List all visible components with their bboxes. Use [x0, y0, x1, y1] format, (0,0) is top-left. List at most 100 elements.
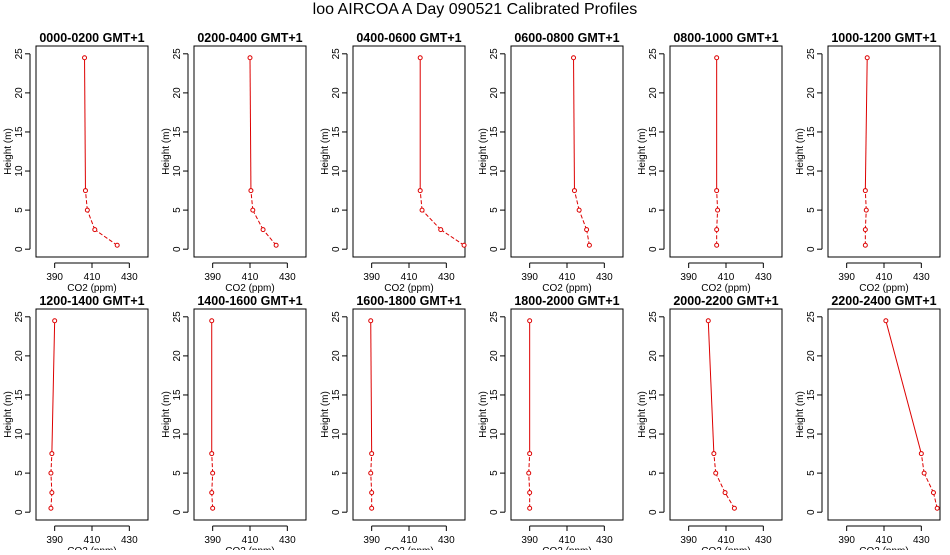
panel-7-point-0 — [210, 505, 216, 511]
panel-8-y-tick-label-1: 5 — [331, 470, 342, 476]
panel-0-profile-segment-2 — [84, 190, 88, 211]
panel-11-profile-segment-2 — [920, 453, 925, 474]
panel-9-point-3 — [527, 451, 533, 457]
panel-7-frame — [193, 308, 307, 521]
panel-6-y-tick-label-5: 25 — [14, 311, 25, 323]
panel-5-profile-segment-1 — [864, 210, 867, 230]
panel-6-title: 1200-1400 GMT+1 — [39, 294, 144, 308]
panel-0-point-2 — [84, 207, 90, 213]
panel-11-point-2 — [921, 470, 927, 476]
panel-0-profile-segment-3 — [84, 57, 86, 191]
panel-1-y-tick-label-3: 15 — [172, 126, 183, 138]
panel-11-y-tick-label-1: 5 — [806, 470, 817, 476]
panel-5-x-tick-label-1: 410 — [876, 272, 893, 283]
panel-1-x-tick-label-2: 430 — [279, 272, 296, 283]
panel-4-point-2 — [715, 207, 721, 213]
panel-11-y-tick-label-5: 25 — [806, 311, 817, 323]
panel-6-profile-segment-3 — [51, 320, 56, 454]
figure-title: loo AIRCOA A Day 090521 Calibrated Profi… — [312, 1, 638, 18]
panel-9-x-tick-label-1: 410 — [559, 535, 576, 546]
panel-0-point-1 — [92, 227, 98, 233]
panel-7-x-axis-label: CO2 (ppm) — [225, 546, 274, 550]
panel-2-y-axis-label: Height (m) — [320, 128, 331, 175]
panel-8-point-2 — [368, 470, 374, 476]
panel-3-profile-segment-2 — [573, 190, 580, 211]
panel-5-profile-segment-2 — [864, 190, 867, 211]
panel-2-x-tick-label-0: 390 — [363, 272, 380, 283]
panel-4-profile-segment-1 — [716, 210, 719, 230]
panel-2-profile-segment-1 — [421, 209, 442, 230]
panel-2-y-tick-label-0: 0 — [331, 246, 342, 252]
panel-6-x-tick-label-1: 410 — [84, 535, 101, 546]
panel-11-y-tick-label-3: 15 — [806, 389, 817, 401]
panel-5-profile-segment-3 — [864, 57, 868, 191]
panel-6-profile-segment-0 — [50, 492, 53, 509]
panel-0-y-tick-label-4: 20 — [14, 87, 25, 99]
panel-11-x-tick-label-0: 390 — [838, 535, 855, 546]
panel-0-point-3 — [82, 188, 88, 194]
panel-11-y-tick-label-4: 20 — [806, 350, 817, 362]
panel-11-y-axis-label: Height (m) — [795, 391, 806, 438]
panel-11-frame — [827, 308, 941, 521]
panel-6-x-axis-label: CO2 (ppm) — [67, 546, 116, 550]
panel-4-x-tick-label-1: 410 — [718, 272, 735, 283]
panel-8-y-tick-label-3: 15 — [331, 389, 342, 401]
panel-8-y-tick-label-4: 20 — [331, 350, 342, 362]
panel-10-title: 2000-2200 GMT+1 — [673, 294, 778, 308]
panel-5-x-tick-label-0: 390 — [838, 272, 855, 283]
panel-4-profile-segment-2 — [716, 190, 719, 211]
panel-6-y-tick-label-0: 0 — [14, 509, 25, 515]
panel-4-point-4 — [714, 55, 720, 61]
panel-9-y-axis-label: Height (m) — [478, 391, 489, 438]
panel-1-y-tick-label-1: 5 — [172, 207, 183, 213]
panel-4-y-tick-label-5: 25 — [648, 48, 659, 60]
panel-6-point-1 — [49, 490, 55, 496]
panel-10-y-tick-label-2: 10 — [648, 428, 659, 440]
panel-1-y-tick-label-0: 0 — [172, 246, 183, 252]
panel-4-point-1 — [714, 227, 720, 233]
panel-11-point-3 — [918, 451, 924, 457]
panel-10-point-0 — [731, 505, 737, 511]
panel-3-profile-segment-1 — [578, 209, 588, 230]
panel-8-x-axis-label: CO2 (ppm) — [384, 546, 433, 550]
panel-6-y-axis-label: Height (m) — [3, 391, 14, 438]
panel-11-x-tick-label-1: 410 — [876, 535, 893, 546]
panel-0-profile-segment-0 — [94, 229, 118, 246]
panel-10-point-4 — [705, 318, 711, 324]
panel-5-y-tick-label-0: 0 — [806, 246, 817, 252]
panel-8-y-tick-label-0: 0 — [331, 509, 342, 515]
panel-1-point-1 — [260, 227, 266, 233]
panel-6-frame — [35, 308, 149, 521]
panel-4-y-tick-label-3: 15 — [648, 126, 659, 138]
panel-1-x-axis-label: CO2 (ppm) — [225, 283, 274, 294]
panel-3-x-tick-label-0: 390 — [521, 272, 538, 283]
panel-11-profile-segment-3 — [885, 320, 922, 454]
panel-2-y-tick-label-3: 15 — [331, 126, 342, 138]
panel-5-x-axis-label: CO2 (ppm) — [859, 283, 908, 294]
panel-9-point-1 — [527, 490, 533, 496]
panel-8-profile-segment-2 — [370, 453, 373, 474]
panel-2-point-3 — [417, 188, 423, 194]
panel-6-y-tick-label-3: 15 — [14, 389, 25, 401]
panel-7-y-tick-label-2: 10 — [172, 428, 183, 440]
panel-10-y-axis-label: Height (m) — [637, 391, 648, 438]
panel-3-point-3 — [571, 188, 577, 194]
panel-5-y-tick-label-3: 15 — [806, 126, 817, 138]
panel-0-y-tick-label-1: 5 — [14, 207, 25, 213]
panel-9-y-tick-label-2: 10 — [489, 428, 500, 440]
panel-5-x-tick-label-2: 430 — [913, 272, 930, 283]
panel-2-y-tick-label-4: 20 — [331, 87, 342, 99]
panel-4-x-tick-label-0: 390 — [680, 272, 697, 283]
panel-7-x-tick-label-0: 390 — [204, 535, 221, 546]
panel-10-y-tick-label-3: 15 — [648, 389, 659, 401]
panel-8-frame — [352, 308, 466, 521]
panel-8-x-tick-label-1: 410 — [401, 535, 418, 546]
panel-2-x-tick-label-1: 410 — [401, 272, 418, 283]
panel-7-x-tick-label-2: 430 — [279, 535, 296, 546]
panel-8-title: 1600-1800 GMT+1 — [356, 294, 461, 308]
panel-6-point-0 — [48, 505, 54, 511]
panel-3-point-0 — [586, 242, 592, 248]
panel-10-y-tick-label-4: 20 — [648, 350, 659, 362]
